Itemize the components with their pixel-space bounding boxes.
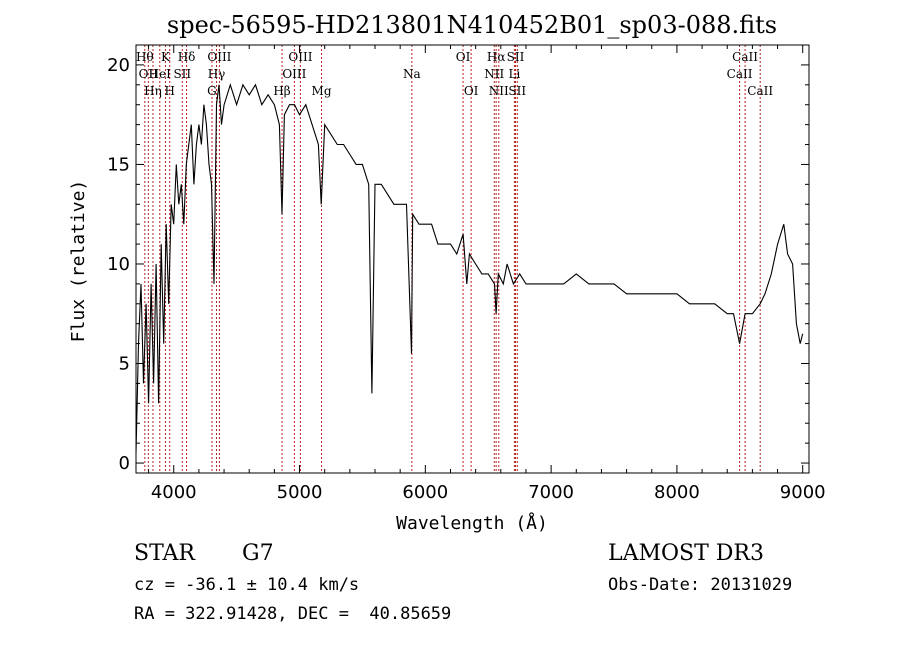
line-label: CaII [747, 84, 773, 98]
line-label: NII [484, 67, 504, 81]
spectral-line-markers [144, 45, 761, 473]
line-label: Hδ [178, 50, 196, 64]
line-label: Hθ [136, 50, 154, 64]
line-label: Na [403, 67, 421, 81]
line-label: Hβ [273, 84, 290, 98]
spectral-line-labels: Hθ OII Hη HeI K H SII Hδ G Hγ OIII Hβ OIII OIII Mg Na OI… [136, 50, 773, 98]
x-tick-label: 4000 [151, 482, 197, 503]
line-label: Hη [144, 84, 162, 98]
line-label: SII [508, 84, 526, 98]
y-tick-label: 20 [107, 55, 130, 76]
x-axis-label: Wavelength (Å) [396, 512, 548, 534]
spectrum-series-line [135, 82, 804, 454]
y-axis-label: Flux (relative) [68, 180, 89, 343]
line-label: Li [508, 67, 520, 81]
line-label: NII [489, 84, 509, 98]
plot-frame [135, 44, 810, 474]
line-label: Mg [312, 84, 332, 98]
line-label: OI [464, 84, 479, 98]
line-label: HeI [149, 67, 172, 81]
line-label: OIII [288, 50, 312, 64]
x-tick-label: 7000 [528, 482, 574, 503]
y-tick-label: 10 [107, 254, 130, 275]
survey-name: LAMOST DR3 [608, 541, 764, 566]
x-tick-label: 5000 [277, 482, 323, 503]
line-label: OI [456, 50, 471, 64]
line-label: G [207, 84, 217, 98]
y-tick-label: 5 [119, 354, 130, 375]
obs-date-text: Obs-Date: 20131029 [608, 575, 793, 595]
chart-title: spec-56595-HD213801N410452B01_sp03-088.f… [167, 11, 777, 39]
line-label: Hγ [208, 67, 226, 81]
line-label: SII [173, 67, 191, 81]
x-tick-label: 6000 [402, 482, 448, 503]
line-label: OII [139, 67, 159, 81]
line-label: CaII [732, 50, 758, 64]
x-axis-ticks: 4000 5000 6000 7000 8000 9000 [148, 45, 826, 503]
line-label: SII [507, 50, 525, 64]
y-tick-label: 0 [119, 453, 130, 474]
x-tick-label: 8000 [654, 482, 700, 503]
line-label: K [161, 50, 171, 64]
x-tick-label: 9000 [780, 482, 826, 503]
line-label: Hα [487, 50, 506, 64]
y-tick-label: 15 [107, 154, 130, 175]
line-label: H [164, 84, 174, 98]
y-axis-ticks: 0 5 10 15 20 [107, 55, 809, 474]
object-subclass: G7 [242, 541, 274, 566]
line-label: OIII [282, 67, 306, 81]
redshift-text: cz = -36.1 ± 10.4 km/s [134, 575, 360, 595]
object-class: STAR [134, 541, 195, 566]
coordinates-text: RA = 322.91428, DEC = 40.85659 [134, 604, 452, 624]
line-label: CaII [727, 67, 753, 81]
line-label: OIII [207, 50, 231, 64]
